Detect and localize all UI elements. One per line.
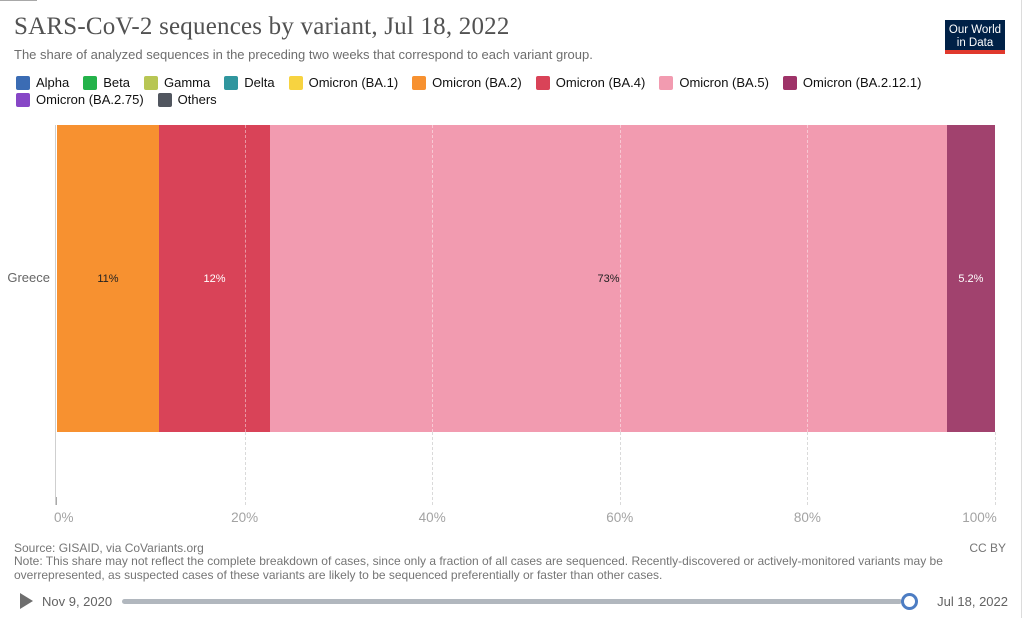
- gridline: [995, 432, 996, 505]
- legend-item[interactable]: Alpha: [16, 76, 69, 90]
- legend-item[interactable]: Gamma: [144, 76, 210, 90]
- window-border-fragment: [0, 0, 37, 1]
- bar-segment-label: 11%: [97, 272, 119, 285]
- source-text: Source: GISAID, via CoVariants.org: [14, 541, 204, 555]
- legend: Alpha Beta Gamma Delta Omicron (BA.1) Omicron…: [16, 76, 1006, 107]
- gridline: [995, 125, 996, 432]
- legend-swatch-icon: [224, 76, 239, 90]
- note-text: Note: This share may not reflect the com…: [14, 554, 943, 582]
- timeline-end-date: Jul 18, 2022: [937, 593, 1008, 609]
- bar-segment-label: 73%: [597, 272, 620, 285]
- legend-swatch-icon: [16, 76, 30, 90]
- stacked-bar: 11% 12% 73% 5.2%: [57, 125, 995, 432]
- legend-swatch-icon: [288, 76, 303, 90]
- legend-swatch-icon: [535, 76, 550, 90]
- timeline-start-date: Nov 9, 2020: [42, 593, 113, 609]
- owid-logo-line2: in Data: [956, 36, 994, 49]
- legend-swatch-icon: [782, 76, 797, 90]
- chart-title: SARS-CoV-2 sequences by variant, Jul 18,…: [14, 13, 510, 40]
- owid-logo-accent-bar: [945, 50, 1005, 54]
- entity-label: Greece: [7, 270, 50, 285]
- bar-segment[interactable]: 12%: [158, 125, 271, 432]
- bar-segment[interactable]: 5.2%: [946, 125, 995, 432]
- legend-item-label: Omicron (BA.4): [555, 75, 646, 90]
- legend-item[interactable]: Omicron (BA.2.12.1): [782, 75, 922, 90]
- legend-item[interactable]: Delta: [224, 75, 275, 90]
- y-axis-line: [55, 125, 56, 505]
- play-icon[interactable]: [20, 593, 33, 609]
- license-link[interactable]: CC BY: [969, 541, 1006, 555]
- gridline: [432, 125, 434, 432]
- legend-item[interactable]: Omicron (BA.2): [412, 76, 522, 90]
- legend-item-label: Omicron (BA.2.12.1): [802, 75, 922, 90]
- legend-swatch-icon: [83, 76, 98, 90]
- gridline: [619, 432, 621, 505]
- bar-segment-label: 5.2%: [958, 272, 984, 285]
- gridline: [807, 432, 809, 505]
- legend-item-label: Omicron (BA.2.75): [36, 92, 144, 107]
- legend-item[interactable]: Omicron (BA.5): [659, 76, 769, 90]
- legend-item[interactable]: Omicron (BA.1): [288, 75, 399, 90]
- legend-item[interactable]: Omicron (BA.4): [535, 75, 646, 90]
- legend-item-label: Delta: [244, 75, 275, 90]
- timeline: Nov 9, 2020 Jul 18, 2022: [20, 589, 1008, 613]
- gridline: [244, 125, 246, 432]
- legend-item-label: Omicron (BA.1): [308, 75, 399, 90]
- gridline: [807, 125, 809, 432]
- gridline: [244, 432, 246, 505]
- timeline-track-wrap: [122, 592, 919, 610]
- legend-item-label: Beta: [103, 75, 130, 90]
- legend-item-label: Others: [177, 92, 217, 107]
- legend-swatch-icon: [659, 76, 674, 90]
- x-axis-tick-zero: [56, 497, 57, 505]
- legend-swatch-icon: [16, 93, 30, 107]
- x-tick-label: 60%: [606, 510, 634, 525]
- legend-item[interactable]: Beta: [83, 76, 130, 90]
- owid-logo[interactable]: Our World in Data: [945, 20, 1005, 54]
- legend-item-label: Omicron (BA.5): [679, 75, 769, 90]
- x-tick-label: 40%: [418, 510, 446, 525]
- x-tick-label: 100%: [962, 510, 997, 525]
- legend-swatch-icon: [157, 93, 172, 107]
- bar-segment[interactable]: 73%: [270, 125, 947, 432]
- x-tick-label: 20%: [231, 510, 259, 525]
- legend-item-label: Gamma: [164, 75, 211, 90]
- timeline-track[interactable]: [122, 599, 903, 604]
- gridline: [619, 125, 621, 432]
- legend-item-label: Alpha: [36, 75, 70, 90]
- bar-segment-label: 12%: [203, 272, 226, 285]
- chart-subtitle: The share of analyzed sequences in the p…: [14, 47, 593, 62]
- x-tick-label: 0%: [54, 510, 74, 525]
- legend-item[interactable]: Omicron (BA.2.75): [16, 93, 144, 107]
- legend-item-label: Omicron (BA.2): [432, 75, 522, 90]
- bar-segment[interactable]: 11%: [57, 125, 159, 432]
- plot-area: 11% 12% 73% 5.2% 0% 20% 40% 60% 80% 100%: [54, 125, 997, 525]
- x-tick-label: 80%: [793, 510, 821, 525]
- legend-swatch-icon: [144, 76, 158, 90]
- gridline: [432, 432, 434, 505]
- timeline-handle[interactable]: [901, 593, 919, 610]
- legend-swatch-icon: [412, 76, 427, 90]
- owid-logo-line1: Our World: [948, 24, 1002, 36]
- legend-item[interactable]: Others: [157, 92, 217, 107]
